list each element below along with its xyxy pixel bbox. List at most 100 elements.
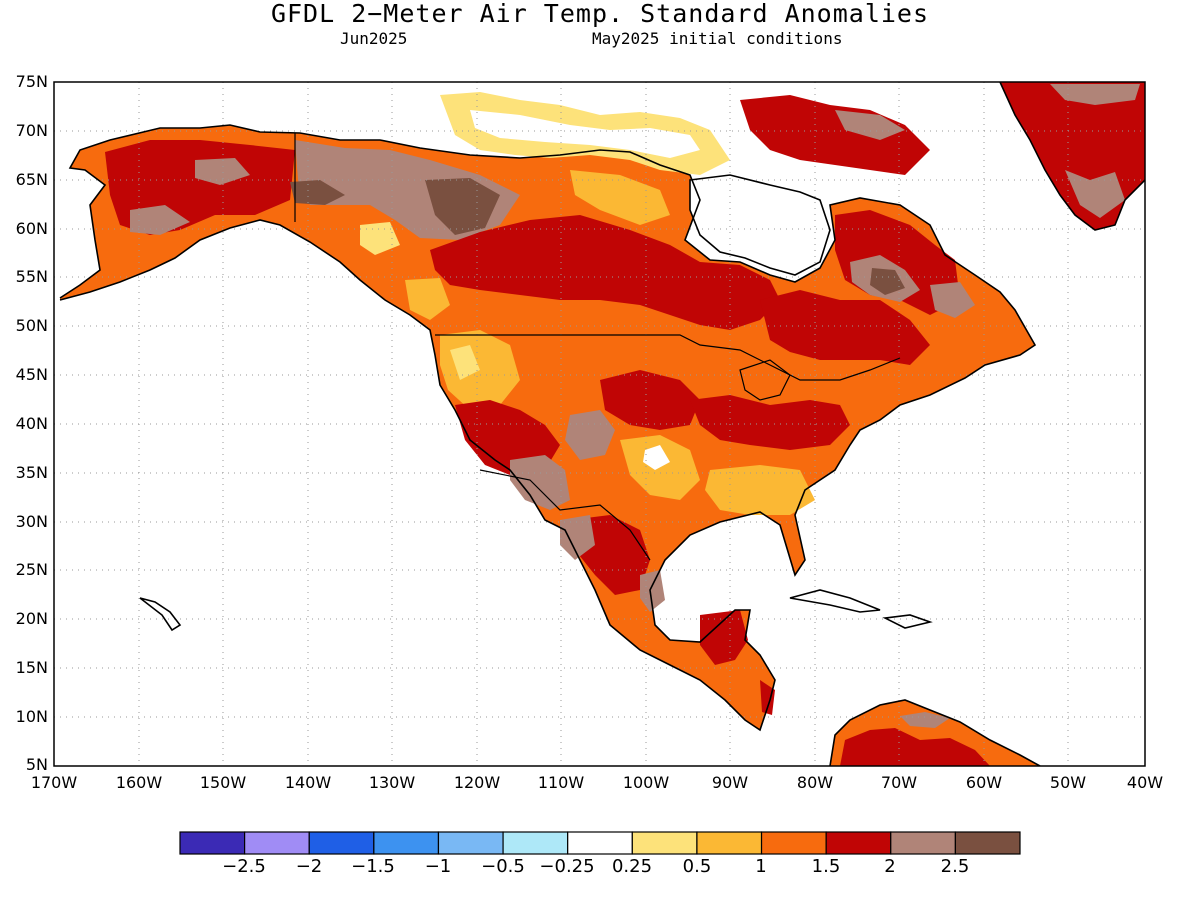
lon-label: 150W: [199, 773, 247, 792]
colorbar-swatch: [890, 831, 956, 855]
hudson-bay: [690, 175, 830, 275]
colorbar-label: −0.5: [481, 856, 525, 877]
lat-label: 55N: [15, 267, 48, 286]
lat-label: 20N: [15, 609, 48, 628]
lat-label: 15N: [15, 658, 48, 677]
south-america-high-anomaly: [900, 712, 950, 728]
map-frame: [53, 81, 1146, 767]
lat-label: 65N: [15, 170, 48, 189]
us-canada-border: [435, 334, 901, 381]
colorbar-label: 0.5: [682, 856, 712, 877]
weak-anomaly-region: [620, 435, 700, 500]
colorbar-swatch: [567, 831, 633, 855]
greenland-landmass: [1000, 82, 1145, 230]
south-america-coastline: [829, 699, 1041, 766]
high-anomaly-region: [930, 282, 975, 318]
lon-label: 120W: [453, 773, 501, 792]
lat-label: 45N: [15, 365, 48, 384]
strong-anomaly-region: [600, 370, 700, 430]
weak-anomaly-region: [360, 222, 400, 255]
colorbar-label: −0.25: [539, 856, 595, 877]
lat-label: 70N: [15, 121, 48, 140]
colorbar-label: 0.25: [611, 856, 653, 877]
near-normal-region: [643, 445, 670, 470]
colorbar-label: −2: [295, 856, 323, 877]
lat-label: 5N: [25, 755, 48, 774]
near-normal-region: [470, 110, 700, 158]
weak-anomaly-region: [450, 345, 480, 380]
graticule: [54, 82, 1145, 766]
lon-label: 140W: [284, 773, 332, 792]
south-america-strong-anomaly: [840, 728, 990, 766]
lon-label: 130W: [368, 773, 416, 792]
weak-anomaly-region: [570, 170, 670, 225]
colorbar-swatch: [373, 831, 440, 855]
weak-anomaly-region: [705, 465, 815, 515]
colorbar-swatch: [502, 831, 569, 855]
strong-anomaly-region: [760, 290, 930, 365]
great-lakes: [739, 359, 791, 401]
greenland-high-anomaly: [1065, 170, 1125, 218]
colorbar-swatch: [179, 831, 246, 855]
colorbar: [179, 831, 1021, 855]
lon-label: 70W: [880, 773, 918, 792]
lon-label: 90W: [711, 773, 749, 792]
very-high-anomaly-region: [870, 268, 905, 295]
colorbar-label: −1.5: [351, 856, 395, 877]
lon-label: 100W: [622, 773, 670, 792]
high-anomaly-region: [560, 515, 595, 560]
valid-month: Jun2025: [340, 29, 408, 48]
lon-label: 170W: [30, 773, 78, 792]
colorbar-swatch: [631, 831, 698, 855]
colorbar-label: 2: [884, 856, 896, 877]
strong-anomaly-region: [760, 680, 775, 715]
strong-anomaly-region: [430, 215, 780, 330]
lat-label: 50N: [15, 316, 48, 335]
hudson-bay-coastline: [689, 174, 831, 276]
high-anomaly-region: [835, 110, 905, 140]
high-anomaly-region: [510, 455, 570, 510]
lat-label: 40N: [15, 414, 48, 433]
high-anomaly-region: [130, 205, 190, 235]
cuba-coastline: [789, 589, 881, 613]
lat-label: 25N: [15, 560, 48, 579]
lon-label: 160W: [115, 773, 163, 792]
lat-label: 30N: [15, 512, 48, 531]
colorbar-swatch: [760, 831, 827, 855]
lon-label: 80W: [796, 773, 834, 792]
lat-label: 35N: [15, 463, 48, 482]
strong-anomaly-region: [740, 95, 930, 175]
weak-anomaly-region: [405, 278, 450, 320]
map-title: GFDL 2−Meter Air Temp. Standard Anomalie…: [270, 0, 930, 28]
colorbar-swatch: [308, 831, 375, 855]
colorbar-label: −1: [424, 856, 452, 877]
lon-label: 110W: [537, 773, 585, 792]
north-america-landmass: [60, 125, 1035, 730]
lat-label: 10N: [15, 707, 48, 726]
hawaii-coastline: [139, 597, 182, 632]
colorbar-swatch: [244, 831, 310, 855]
lon-label: 40W: [1126, 773, 1164, 792]
colorbar-label: −2.5: [222, 856, 266, 877]
very-high-anomaly-region: [290, 180, 345, 205]
us-mexico-border: [479, 469, 651, 561]
lat-label: 75N: [15, 72, 48, 91]
lon-label: 60W: [965, 773, 1003, 792]
coastlines: [59, 82, 1145, 766]
colorbar-swatch: [954, 831, 1021, 855]
high-anomaly-region: [195, 158, 250, 185]
lat-label: 60N: [15, 219, 48, 238]
colorbar-swatch: [696, 831, 763, 855]
colorbar-swatch: [437, 831, 504, 855]
colorbar-label: 2.5: [940, 856, 970, 877]
north-america-coastline: [59, 124, 1037, 732]
colorbar-label: 1: [755, 856, 767, 877]
high-anomaly-region: [565, 410, 615, 460]
strong-anomaly-region: [700, 610, 748, 665]
colorbar-label: 1.5: [811, 856, 841, 877]
very-high-anomaly-region: [425, 178, 500, 235]
greenland-high-anomaly: [1050, 84, 1140, 105]
hispaniola-coastline: [882, 614, 933, 629]
init-conditions-note: May2025 initial conditions: [592, 29, 843, 48]
